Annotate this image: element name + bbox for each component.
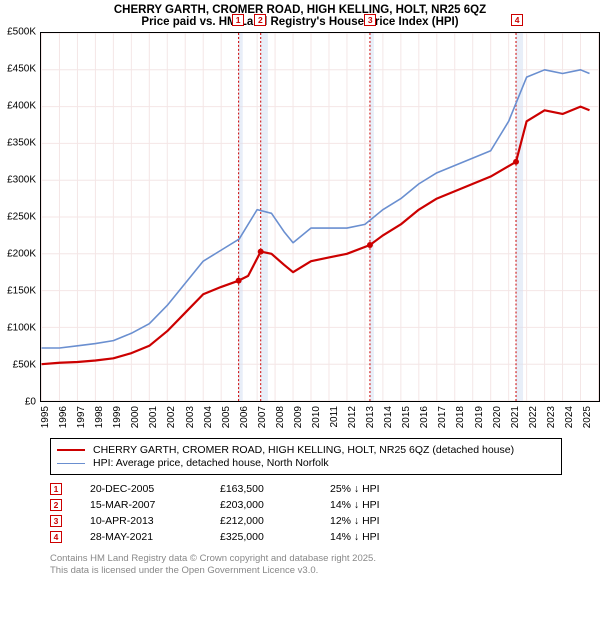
sale-marker-4: 4	[511, 14, 523, 26]
x-tick-label: 2023	[546, 406, 557, 428]
sales-date: 10-APR-2013	[90, 515, 220, 527]
sales-row: 3 10-APR-2013£212,00012% ↓ HPI	[50, 515, 592, 527]
sales-pct: 25% ↓ HPI	[330, 483, 450, 495]
x-tick-label: 2000	[130, 406, 141, 428]
legend-label: CHERRY GARTH, CROMER ROAD, HIGH KELLING,…	[93, 444, 514, 456]
x-tick-label: 2007	[257, 406, 268, 428]
sales-date: 20-DEC-2005	[90, 483, 220, 495]
x-tick-label: 2001	[148, 406, 159, 428]
sales-table: 1 20-DEC-2005£163,50025% ↓ HPI 2 15-MAR-200…	[50, 483, 592, 543]
x-tick-label: 2012	[347, 406, 358, 428]
x-tick-label: 1999	[112, 406, 123, 428]
x-tick-label: 2019	[474, 406, 485, 428]
x-tick-label: 2013	[365, 406, 376, 428]
chart-area: £0£50K£100K£150K£200K£250K£300K£350K£400…	[40, 32, 600, 402]
footer-line-2: This data is licensed under the Open Gov…	[50, 565, 592, 577]
sale-marker-3: 3	[364, 14, 376, 26]
x-tick-label: 2020	[492, 406, 503, 428]
title-line-1: CHERRY GARTH, CROMER ROAD, HIGH KELLING,…	[8, 4, 592, 16]
legend-label: HPI: Average price, detached house, Nort…	[93, 457, 329, 469]
sales-price: £203,000	[220, 499, 330, 511]
x-tick-label: 2008	[275, 406, 286, 428]
sales-marker-icon: 3	[50, 515, 62, 527]
x-tick-label: 2004	[203, 406, 214, 428]
x-tick-label: 2018	[455, 406, 466, 428]
x-tick-label: 2016	[419, 406, 430, 428]
x-tick-label: 2022	[528, 406, 539, 428]
legend-row: HPI: Average price, detached house, Nort…	[57, 457, 555, 469]
x-tick-label: 2003	[185, 406, 196, 428]
x-tick-label: 2025	[582, 406, 593, 428]
footer: Contains HM Land Registry data © Crown c…	[50, 553, 592, 577]
sale-marker-2: 2	[254, 14, 266, 26]
legend-swatch	[57, 463, 85, 464]
x-tick-label: 1998	[94, 406, 105, 428]
y-tick-label: £300K	[7, 175, 36, 186]
sales-price: £325,000	[220, 531, 330, 543]
sales-row: 2 15-MAR-2007£203,00014% ↓ HPI	[50, 499, 592, 511]
y-tick-label: £500K	[7, 27, 36, 38]
x-tick-label: 1995	[40, 406, 51, 428]
x-tick-label: 2015	[401, 406, 412, 428]
y-tick-label: £0	[25, 397, 36, 408]
sales-pct: 14% ↓ HPI	[330, 531, 450, 543]
y-tick-label: £50K	[13, 360, 36, 371]
x-tick-label: 1997	[76, 406, 87, 428]
title-block: CHERRY GARTH, CROMER ROAD, HIGH KELLING,…	[8, 4, 592, 28]
sales-row: 1 20-DEC-2005£163,50025% ↓ HPI	[50, 483, 592, 495]
chart-plot	[40, 32, 600, 402]
sales-pct: 14% ↓ HPI	[330, 499, 450, 511]
chart-container: CHERRY GARTH, CROMER ROAD, HIGH KELLING,…	[0, 0, 600, 581]
y-tick-label: £450K	[7, 64, 36, 75]
y-tick-label: £100K	[7, 323, 36, 334]
y-tick-label: £250K	[7, 212, 36, 223]
x-tick-label: 1996	[58, 406, 69, 428]
x-tick-label: 2024	[564, 406, 575, 428]
legend: CHERRY GARTH, CROMER ROAD, HIGH KELLING,…	[50, 438, 562, 475]
y-tick-label: £350K	[7, 138, 36, 149]
y-tick-label: £400K	[7, 101, 36, 112]
x-tick-label: 2002	[166, 406, 177, 428]
legend-swatch	[57, 449, 85, 451]
sales-row: 4 28-MAY-2021£325,00014% ↓ HPI	[50, 531, 592, 543]
sales-marker-icon: 4	[50, 531, 62, 543]
sales-price: £163,500	[220, 483, 330, 495]
x-tick-label: 2006	[239, 406, 250, 428]
y-tick-label: £150K	[7, 286, 36, 297]
title-line-2: Price paid vs. HM Land Registry's House …	[8, 16, 592, 28]
sales-price: £212,000	[220, 515, 330, 527]
x-tick-label: 2005	[221, 406, 232, 428]
x-tick-label: 2021	[510, 406, 521, 428]
sales-date: 28-MAY-2021	[90, 531, 220, 543]
sales-pct: 12% ↓ HPI	[330, 515, 450, 527]
x-tick-label: 2017	[437, 406, 448, 428]
sales-marker-icon: 2	[50, 499, 62, 511]
legend-row: CHERRY GARTH, CROMER ROAD, HIGH KELLING,…	[57, 444, 555, 456]
sales-date: 15-MAR-2007	[90, 499, 220, 511]
sales-marker-icon: 1	[50, 483, 62, 495]
x-tick-label: 2014	[383, 406, 394, 428]
sale-marker-1: 1	[232, 14, 244, 26]
x-tick-label: 2009	[293, 406, 304, 428]
footer-line-1: Contains HM Land Registry data © Crown c…	[50, 553, 592, 565]
y-tick-label: £200K	[7, 249, 36, 260]
x-tick-label: 2010	[311, 406, 322, 428]
x-tick-label: 2011	[329, 406, 340, 428]
